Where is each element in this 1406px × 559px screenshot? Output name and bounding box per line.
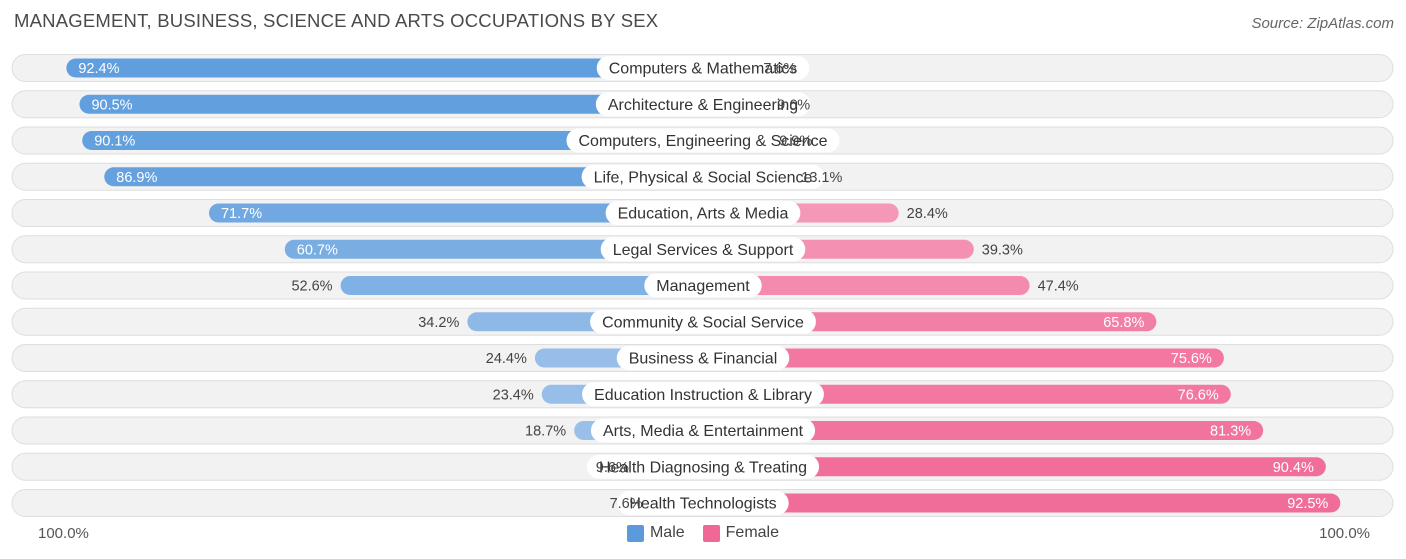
chart-row: Arts, Media & Entertainment 18.7% 81.3% (11, 416, 1394, 445)
category-pill (596, 56, 810, 80)
value-label-male: 34.2% (418, 315, 459, 331)
value-label-female: 28.4% (907, 206, 948, 222)
legend-swatch-female (702, 524, 720, 542)
category-pill (582, 382, 824, 407)
category-pill (600, 237, 806, 262)
bar-male (66, 58, 703, 78)
chart-row: Computers, Engineering & Science 90.1% 9.9… (11, 126, 1394, 155)
category-pill (617, 491, 789, 515)
chart-row: Community & Social Service 34.2% 65.8% (11, 307, 1394, 336)
category-label: Education Instruction & Library (594, 387, 812, 404)
value-label-female: 47.4% (1038, 279, 1079, 295)
category-pill (590, 309, 816, 334)
value-label-male: 92.4% (78, 61, 119, 77)
category-label: Health Technologists (629, 496, 776, 513)
bar-male (284, 239, 703, 259)
value-label-male: 24.4% (486, 351, 527, 367)
bar-female (703, 457, 1326, 477)
category-label: Community & Social Service (602, 314, 804, 331)
category-label: Health Diagnosing & Treating (599, 459, 807, 476)
category-label: Life, Physical & Social Science (594, 169, 813, 186)
legend-swatch-male (626, 524, 644, 542)
chart-row: Architecture & Engineering 90.5% 9.6% (11, 90, 1394, 119)
value-label-female: 92.5% (1287, 496, 1328, 512)
category-pill (581, 164, 825, 189)
bar-female (703, 348, 1224, 368)
bar-female (703, 421, 1264, 440)
category-label: Computers, Engineering & Science (578, 133, 827, 150)
category-pill (605, 201, 801, 225)
value-label-male: 7.6% (610, 496, 643, 512)
value-label-male: 52.6% (291, 279, 332, 295)
value-label-male: 23.4% (493, 387, 534, 403)
bar-male (340, 276, 703, 295)
value-label-male: 9.6% (596, 460, 629, 476)
axis-left-label: 100.0% (38, 525, 89, 542)
chart-row: Life, Physical & Social Science 86.9% 13.1… (11, 162, 1394, 191)
category-label: Computers & Mathematics (609, 61, 798, 78)
chart-title: MANAGEMENT, BUSINESS, SCIENCE AND ARTS O… (14, 10, 659, 31)
category-pill (586, 454, 820, 479)
category-label: Management (656, 278, 750, 295)
chart-row: Computers & Mathematics 92.4% 7.6% (11, 54, 1394, 82)
value-label-female: 81.3% (1210, 424, 1251, 440)
source-note: Source: ZipAtlas.com (1251, 15, 1394, 32)
category-label: Legal Services & Support (613, 242, 794, 259)
bar-female (703, 493, 1341, 513)
value-label-male: 90.5% (91, 97, 132, 113)
value-label-male: 90.1% (94, 134, 135, 150)
bar-female (703, 312, 1157, 332)
bar-male (104, 167, 703, 187)
value-label-male: 18.7% (525, 424, 566, 440)
value-label-female: 9.9% (779, 134, 812, 150)
value-label-female: 75.6% (1171, 351, 1212, 367)
chart-row: Management 52.6% 47.4% (11, 271, 1394, 300)
category-label: Architecture & Engineering (608, 97, 798, 114)
chart-row: Legal Services & Support 60.7% 39.3% (11, 235, 1394, 264)
category-pill (616, 346, 790, 370)
axis-right-label: 100.0% (1319, 525, 1370, 542)
legend: Male Female (0, 524, 1406, 542)
chart-row: Business & Financial 24.4% 75.6% (11, 344, 1394, 372)
value-label-male: 86.9% (116, 170, 157, 186)
chart-row: Education Instruction & Library 23.4% 76.6… (11, 380, 1394, 409)
category-pill (590, 418, 816, 443)
category-label: Education, Arts & Media (618, 206, 789, 223)
category-label: Business & Financial (629, 351, 778, 368)
bar-female (703, 384, 1231, 404)
value-label-female: 39.3% (982, 242, 1023, 258)
legend-label-female: Female (725, 524, 780, 541)
value-label-male: 60.7% (297, 242, 338, 258)
legend-label-male: Male (649, 524, 685, 541)
value-label-female: 65.8% (1103, 315, 1144, 331)
bar-male (208, 203, 703, 223)
value-label-female: 90.4% (1273, 460, 1314, 476)
category-label: Arts, Media & Entertainment (603, 423, 804, 440)
value-label-female: 7.6% (763, 61, 796, 77)
category-pill (595, 92, 811, 117)
value-label-female: 9.6% (777, 97, 810, 113)
legend-item-male: Male (626, 524, 685, 542)
value-label-female: 76.6% (1178, 387, 1219, 403)
chart-row: Education, Arts & Media 71.7% 28.4% (11, 199, 1394, 227)
value-label-male: 71.7% (221, 206, 262, 222)
bar-male (82, 131, 703, 150)
value-label-female: 13.1% (801, 170, 842, 186)
bar-male (79, 94, 703, 114)
category-pill (566, 128, 840, 153)
bar-female (703, 276, 1030, 295)
legend-item-female: Female (702, 524, 780, 542)
category-pill (644, 273, 762, 298)
